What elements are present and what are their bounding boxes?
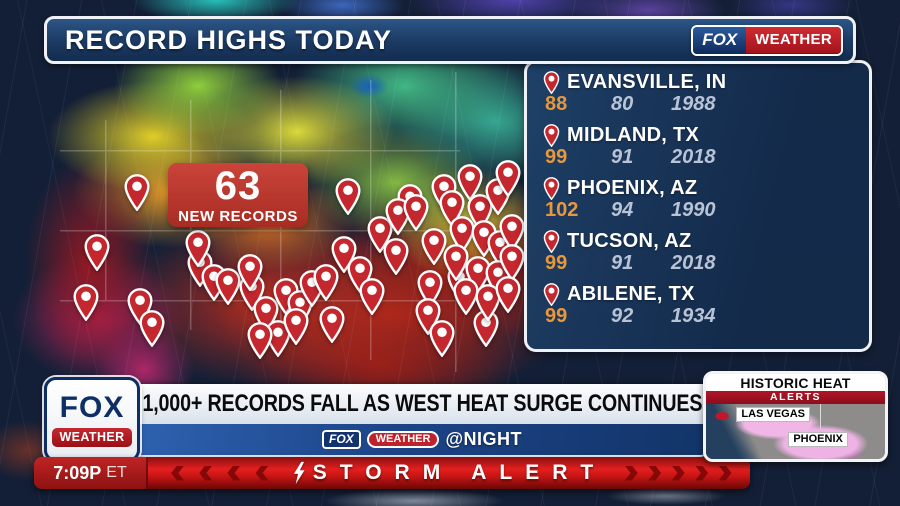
map-pin-icon (359, 278, 386, 315)
new-records-badge: 63 NEW RECORDS (168, 163, 308, 227)
mini-map-city-label: LAS VEGAS (736, 406, 810, 422)
record-highs-panel: EVANSVILLE, IN 88 80 1988 MIDLAND, TX 99… (524, 60, 872, 352)
chevron-left-icon (227, 465, 241, 481)
map-pin-icon (495, 276, 522, 313)
timestamp: 7:09P ET (34, 457, 148, 489)
show-bug-bar: FOX WEATHER @NIGHT (134, 424, 710, 457)
chevrons-left (148, 465, 292, 481)
location-pin-icon (543, 230, 560, 253)
chevron-right-icon (671, 465, 685, 481)
new-records-count: 63 (214, 163, 262, 208)
record-high-value: 102 (545, 199, 579, 221)
previous-record-year: 2018 (671, 146, 716, 168)
time-value: 7:09P (53, 462, 102, 483)
location-pin-icon (543, 283, 560, 306)
chevron-right-icon (718, 465, 732, 481)
chevrons-right (606, 465, 750, 481)
map-pin-icon (247, 322, 274, 359)
record-item: ABILENE, TX 99 92 1934 (543, 283, 869, 328)
record-high-value: 88 (545, 93, 568, 115)
historic-heat-mini-map: HISTORIC HEAT ALERTS LAS VEGAS PHOENIX (703, 371, 888, 462)
chevron-right-icon (648, 465, 662, 481)
headline-text: 1,000+ RECORDS FALL AS WEST HEAT SURGE C… (142, 390, 702, 417)
map-pin-icon (313, 264, 340, 301)
show-name: @NIGHT (445, 429, 522, 449)
record-city: PHOENIX, AZ (567, 177, 698, 199)
map-pin-icon (495, 160, 522, 197)
mini-map-alerts-bar: ALERTS (706, 391, 885, 404)
mini-map-region: LAS VEGAS PHOENIX (706, 404, 885, 459)
map-pin-icon (185, 230, 212, 267)
mini-map-title: HISTORIC HEAT (706, 374, 885, 391)
previous-record-value: 92 (611, 305, 634, 327)
location-pin-icon (543, 124, 560, 147)
previous-record-value: 80 (611, 93, 634, 115)
mini-map-city-label: PHOENIX (788, 431, 848, 447)
map-pin-icon (383, 238, 410, 275)
chevron-left-icon (255, 465, 269, 481)
fox-logo-text: FOX (59, 390, 125, 424)
chevron-right-icon (695, 465, 709, 481)
map-pin-icon (319, 306, 346, 343)
previous-record-value: 91 (611, 252, 634, 274)
record-city: TUCSON, AZ (567, 230, 692, 252)
title-banner: RECORD HIGHS TODAY FOX WEATHER (44, 16, 856, 64)
map-pin-icon (237, 254, 264, 291)
new-records-label: NEW RECORDS (178, 207, 298, 225)
map-pin-icon (124, 174, 151, 211)
map-pin-icon (429, 320, 456, 357)
map-pin-icon (73, 284, 100, 321)
record-high-value: 99 (545, 146, 568, 168)
timezone: ET (106, 464, 127, 481)
lightning-bolt-icon (293, 461, 305, 485)
headline-bar: 1,000+ RECORDS FALL AS WEST HEAT SURGE C… (134, 384, 710, 424)
page-title: RECORD HIGHS TODAY (65, 24, 393, 55)
fox-logo-text: FOX (693, 26, 747, 54)
record-item: EVANSVILLE, IN 88 80 1988 (543, 71, 869, 116)
storm-alert-ticker: 7:09P ET STORM ALERT (34, 457, 750, 489)
record-city: ABILENE, TX (567, 283, 695, 305)
map-pin-icon (335, 178, 362, 215)
record-city: EVANSVILLE, IN (567, 71, 727, 93)
record-high-value: 99 (545, 305, 568, 327)
record-city: MIDLAND, TX (567, 124, 700, 146)
location-pin-icon (543, 177, 560, 200)
record-item: PHOENIX, AZ 102 94 1990 (543, 177, 869, 222)
record-high-value: 99 (545, 252, 568, 274)
weather-logo-text: WEATHER (366, 431, 440, 448)
map-pin-icon (139, 310, 166, 347)
map-pin-icon (403, 194, 430, 231)
fox-logo-text: FOX (321, 430, 361, 449)
record-item: MIDLAND, TX 99 91 2018 (543, 124, 869, 169)
chevron-right-icon (624, 465, 638, 481)
weather-logo-text: WEATHER (52, 427, 132, 447)
previous-record-value: 94 (611, 199, 634, 221)
map-pin-icon (283, 308, 310, 345)
fox-weather-corner-logo: FOX WEATHER (44, 377, 140, 462)
chevron-left-icon (199, 465, 213, 481)
previous-record-year: 1990 (671, 199, 716, 221)
chevron-left-icon (171, 465, 185, 481)
previous-record-value: 91 (611, 146, 634, 168)
record-item: TUCSON, AZ 99 91 2018 (543, 230, 869, 275)
alert-label: STORM ALERT (312, 461, 607, 484)
previous-record-year: 2018 (671, 252, 716, 274)
fox-weather-logo: FOX WEATHER (691, 24, 843, 56)
location-pin-icon (543, 71, 560, 94)
weather-logo-text: WEATHER (746, 27, 841, 53)
previous-record-year: 1988 (671, 93, 716, 115)
previous-record-year: 1934 (671, 305, 716, 327)
map-pin-icon (84, 234, 111, 271)
